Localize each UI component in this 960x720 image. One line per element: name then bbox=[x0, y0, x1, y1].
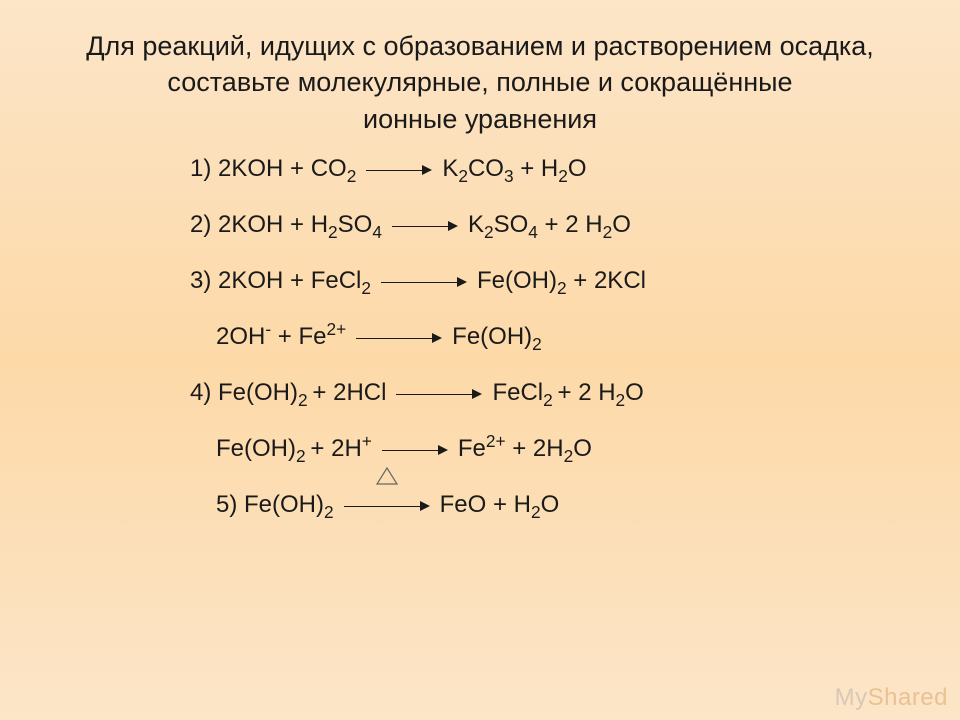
equation-lhs: 3) 2KOH + FeCl2 bbox=[190, 267, 371, 295]
reaction-arrow-icon bbox=[364, 160, 434, 180]
reaction-arrow-block bbox=[372, 435, 458, 463]
equations-block: 1) 2KOH + CO2 K2CO3 + H2O 2) 2KOH + H2SO4 K… bbox=[0, 155, 960, 519]
equation-row-eq5: 5) Fe(OH)2 FeO + H2O bbox=[190, 491, 960, 519]
reaction-arrow-block bbox=[334, 491, 440, 519]
equation-lhs: Fe(OH)2 + 2H+ bbox=[216, 435, 372, 463]
equation-row-eq1: 1) 2KOH + CO2 K2CO3 + H2O bbox=[190, 155, 960, 183]
equation-rhs: Fe2+ + 2H2O bbox=[458, 435, 592, 463]
equation-rhs: K2CO3 + H2O bbox=[442, 155, 586, 183]
equation-row-eq4: 4) Fe(OH)2 + 2HCl FeCl2 + 2 H2O bbox=[190, 379, 960, 407]
heat-triangle-icon bbox=[376, 467, 398, 485]
reaction-arrow-icon bbox=[342, 496, 432, 516]
equation-row-eq3i: 2OH- + Fe2+ Fe(OH)2 bbox=[190, 323, 960, 351]
equation-row-eq2: 2) 2KOH + H2SO4 K2SO4 + 2 H2O bbox=[190, 211, 960, 239]
watermark: MyShared bbox=[835, 684, 948, 712]
equation-lhs: 4) Fe(OH)2 + 2HCl bbox=[190, 379, 386, 407]
reaction-arrow-icon bbox=[354, 328, 444, 348]
equation-lhs: 5) Fe(OH)2 bbox=[216, 491, 334, 519]
reaction-arrow-block bbox=[356, 155, 442, 183]
equation-rhs: FeO + H2O bbox=[440, 491, 560, 519]
title-line-1: Для реакций, идущих с образованием и рас… bbox=[30, 28, 930, 64]
title-line-2: составьте молекулярные, полные и сокращё… bbox=[30, 64, 930, 100]
task-title: Для реакций, идущих с образованием и рас… bbox=[0, 0, 960, 155]
reaction-arrow-block bbox=[371, 267, 477, 295]
reaction-arrow-block bbox=[386, 379, 492, 407]
equation-rhs: K2SO4 + 2 H2O bbox=[468, 211, 631, 239]
reaction-arrow-icon bbox=[380, 440, 450, 460]
equation-rhs: FeCl2 + 2 H2O bbox=[492, 379, 643, 407]
watermark-shared: Shared bbox=[868, 684, 948, 711]
reaction-arrow-block bbox=[346, 323, 452, 351]
equation-rhs: Fe(OH)2 bbox=[452, 323, 542, 351]
watermark-my: My bbox=[835, 684, 868, 711]
equation-lhs: 2) 2KOH + H2SO4 bbox=[190, 211, 382, 239]
equation-row-eq4i: Fe(OH)2 + 2H+ Fe2+ + 2H2O bbox=[190, 435, 960, 463]
equation-lhs: 1) 2KOH + CO2 bbox=[190, 155, 356, 183]
equation-lhs: 2OH- + Fe2+ bbox=[216, 323, 346, 351]
reaction-arrow-icon bbox=[394, 384, 484, 404]
title-line-3: ионные уравнения bbox=[30, 101, 930, 137]
equation-row-eq3: 3) 2KOH + FeCl2 Fe(OH)2 + 2KCl bbox=[190, 267, 960, 295]
reaction-arrow-icon bbox=[379, 272, 469, 292]
equation-rhs: Fe(OH)2 + 2KCl bbox=[477, 267, 646, 295]
reaction-arrow-block bbox=[382, 211, 468, 239]
reaction-arrow-icon bbox=[390, 216, 460, 236]
